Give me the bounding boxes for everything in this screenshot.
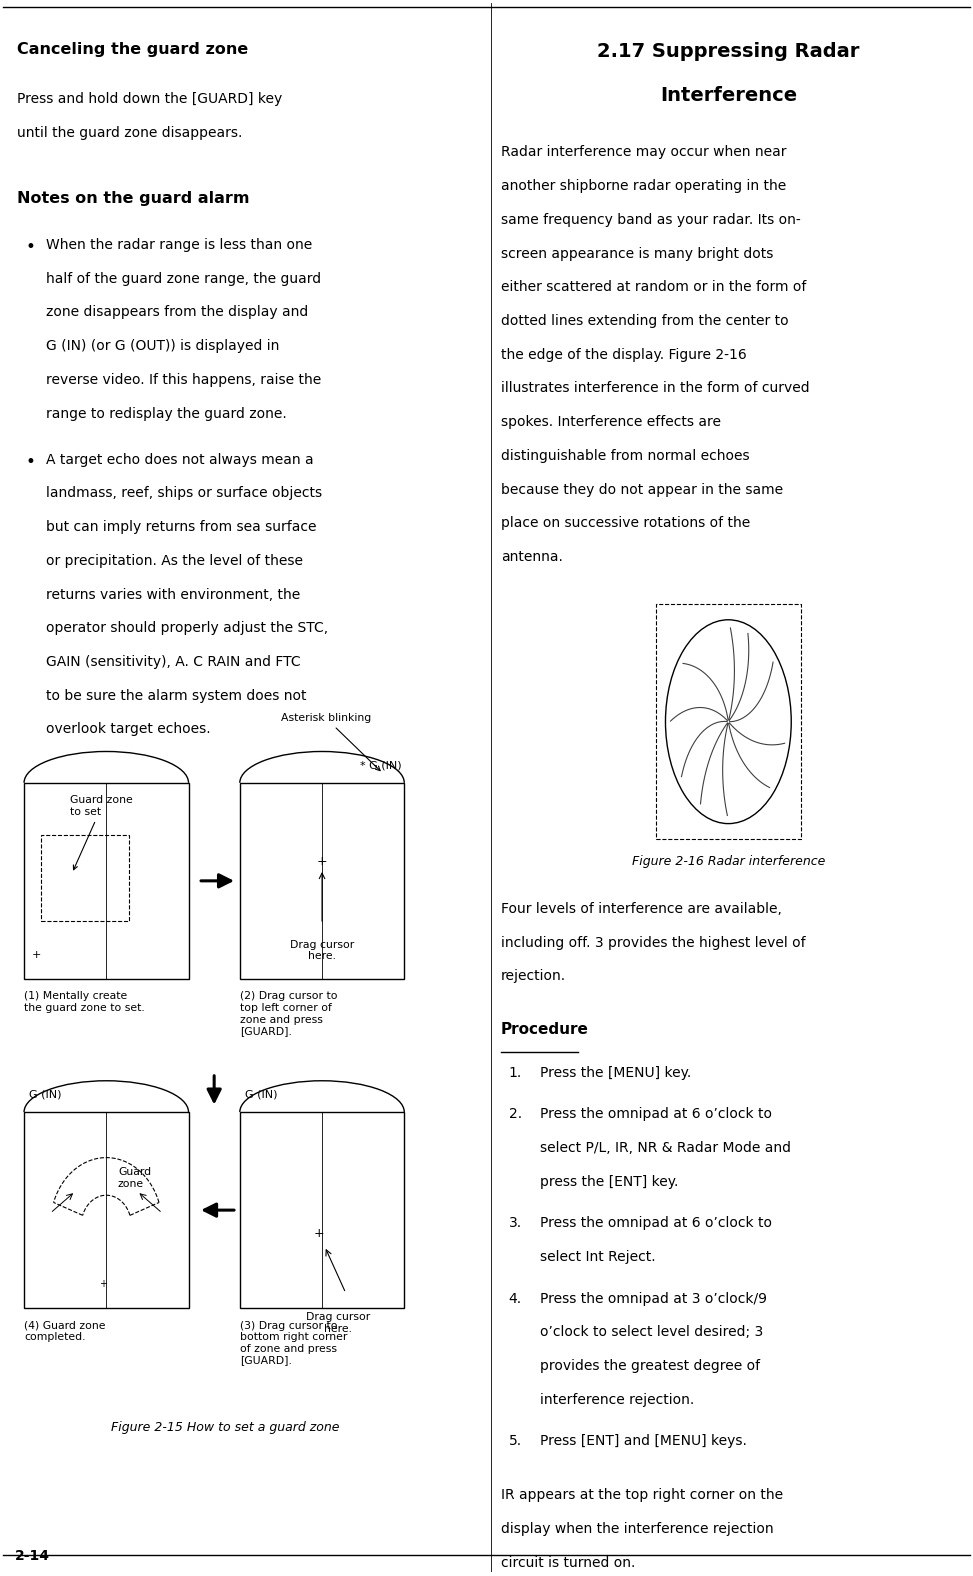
Text: place on successive rotations of the: place on successive rotations of the	[501, 517, 750, 530]
Text: 3.: 3.	[509, 1217, 522, 1231]
Text: half of the guard zone range, the guard: half of the guard zone range, the guard	[47, 271, 321, 285]
Text: same frequency band as your radar. Its on-: same frequency band as your radar. Its o…	[501, 213, 801, 227]
Text: +: +	[313, 1228, 324, 1240]
Bar	[24, 783, 189, 979]
Text: screen appearance is many bright dots: screen appearance is many bright dots	[501, 246, 774, 260]
Text: select Int Reject.: select Int Reject.	[540, 1250, 656, 1264]
Text: because they do not appear in the same: because they do not appear in the same	[501, 482, 783, 496]
Text: When the radar range is less than one: When the radar range is less than one	[47, 238, 312, 252]
Text: landmass, reef, ships or surface objects: landmass, reef, ships or surface objects	[47, 487, 322, 501]
Text: 1.: 1.	[509, 1065, 522, 1080]
Text: Drag cursor
here.: Drag cursor here.	[306, 1313, 370, 1333]
Text: Procedure: Procedure	[501, 1021, 589, 1037]
Text: (3) Drag cursor to
bottom right corner
of zone and press
[GUARD].: (3) Drag cursor to bottom right corner o…	[239, 1321, 347, 1365]
Bar	[24, 1113, 189, 1308]
Text: range to redisplay the guard zone.: range to redisplay the guard zone.	[47, 407, 287, 421]
Text: (4) Guard zone
completed.: (4) Guard zone completed.	[24, 1321, 105, 1343]
Text: 2.17 Suppressing Radar: 2.17 Suppressing Radar	[597, 43, 859, 61]
Text: 2-14: 2-14	[15, 1549, 50, 1563]
Text: press the [ENT] key.: press the [ENT] key.	[540, 1174, 678, 1188]
Text: Figure 2-15 How to set a guard zone: Figure 2-15 How to set a guard zone	[111, 1422, 340, 1434]
Text: +: +	[317, 854, 327, 868]
Text: the edge of the display. Figure 2-16: the edge of the display. Figure 2-16	[501, 348, 746, 362]
Text: Press [ENT] and [MENU] keys.: Press [ENT] and [MENU] keys.	[540, 1434, 746, 1448]
Text: GAIN (sensitivity), A. C RAIN and FTC: GAIN (sensitivity), A. C RAIN and FTC	[47, 656, 301, 670]
Text: 5.: 5.	[509, 1434, 522, 1448]
Text: A target echo does not always mean a: A target echo does not always mean a	[47, 452, 314, 466]
Text: •: •	[25, 238, 35, 255]
Text: Drag cursor
here.: Drag cursor here.	[290, 939, 354, 961]
Bar	[42, 835, 128, 920]
Text: including off. 3 provides the highest level of: including off. 3 provides the highest le…	[501, 936, 806, 950]
Text: operator should properly adjust the STC,: operator should properly adjust the STC,	[47, 621, 329, 635]
Text: spokes. Interference effects are: spokes. Interference effects are	[501, 414, 721, 429]
Bar	[239, 1113, 404, 1308]
Text: circuit is turned on.: circuit is turned on.	[501, 1556, 635, 1570]
Text: 2.: 2.	[509, 1108, 522, 1122]
Text: Four levels of interference are available,: Four levels of interference are availabl…	[501, 901, 782, 916]
Text: +: +	[32, 950, 41, 960]
Text: returns varies with environment, the: returns varies with environment, the	[47, 588, 301, 602]
Text: Press the omnipad at 3 o’clock/9: Press the omnipad at 3 o’clock/9	[540, 1292, 767, 1305]
Circle shape	[666, 619, 791, 824]
Text: distinguishable from normal echoes: distinguishable from normal echoes	[501, 449, 749, 463]
Text: zone disappears from the display and: zone disappears from the display and	[47, 306, 308, 320]
Text: Canceling the guard zone: Canceling the guard zone	[18, 43, 248, 57]
Text: (1) Mentally create
the guard zone to set.: (1) Mentally create the guard zone to se…	[24, 991, 145, 1013]
Text: overlook target echoes.: overlook target echoes.	[47, 722, 211, 736]
Text: until the guard zone disappears.: until the guard zone disappears.	[18, 126, 242, 140]
Text: •: •	[25, 452, 35, 471]
Text: * G (IN): * G (IN)	[360, 760, 402, 771]
Text: Press the omnipad at 6 o’clock to: Press the omnipad at 6 o’clock to	[540, 1217, 772, 1231]
Text: Interference: Interference	[660, 85, 797, 106]
Text: dotted lines extending from the center to: dotted lines extending from the center t…	[501, 314, 789, 328]
Text: +: +	[98, 1280, 107, 1289]
Text: G (IN) (or G (OUT)) is displayed in: G (IN) (or G (OUT)) is displayed in	[47, 339, 279, 353]
Text: Radar interference may occur when near: Radar interference may occur when near	[501, 145, 786, 159]
Text: Press the omnipad at 6 o’clock to: Press the omnipad at 6 o’clock to	[540, 1108, 772, 1122]
Text: rejection.: rejection.	[501, 969, 566, 983]
Text: select P/L, IR, NR & Radar Mode and: select P/L, IR, NR & Radar Mode and	[540, 1141, 791, 1155]
Text: Press the [MENU] key.: Press the [MENU] key.	[540, 1065, 691, 1080]
Bar	[239, 783, 404, 979]
Text: antenna.: antenna.	[501, 550, 563, 564]
Text: another shipborne radar operating in the: another shipborne radar operating in the	[501, 180, 786, 194]
Text: Figure 2-16 Radar interference: Figure 2-16 Radar interference	[631, 854, 825, 868]
Text: to be sure the alarm system does not: to be sure the alarm system does not	[47, 689, 306, 703]
Text: o’clock to select level desired; 3: o’clock to select level desired; 3	[540, 1325, 763, 1340]
Text: either scattered at random or in the form of: either scattered at random or in the for…	[501, 281, 807, 295]
Text: (2) Drag cursor to
top left corner of
zone and press
[GUARD].: (2) Drag cursor to top left corner of zo…	[239, 991, 338, 1035]
Text: display when the interference rejection: display when the interference rejection	[501, 1522, 774, 1537]
Text: provides the greatest degree of: provides the greatest degree of	[540, 1359, 760, 1373]
Text: G (IN): G (IN)	[29, 1089, 61, 1100]
Text: Notes on the guard alarm: Notes on the guard alarm	[18, 191, 250, 206]
Text: Asterisk blinking: Asterisk blinking	[281, 714, 380, 771]
Text: interference rejection.: interference rejection.	[540, 1393, 694, 1407]
Text: G (IN): G (IN)	[244, 1089, 277, 1100]
Text: or precipitation. As the level of these: or precipitation. As the level of these	[47, 553, 304, 567]
Text: Press and hold down the [GUARD] key: Press and hold down the [GUARD] key	[18, 91, 282, 106]
Text: illustrates interference in the form of curved: illustrates interference in the form of …	[501, 381, 810, 396]
Text: IR appears at the top right corner on the: IR appears at the top right corner on th…	[501, 1488, 783, 1502]
Text: 4.: 4.	[509, 1292, 522, 1305]
Text: Guard
zone: Guard zone	[118, 1166, 151, 1188]
Text: Guard zone
to set: Guard zone to set	[70, 796, 133, 870]
Text: reverse video. If this happens, raise the: reverse video. If this happens, raise th…	[47, 374, 321, 386]
Text: but can imply returns from sea surface: but can imply returns from sea surface	[47, 520, 317, 534]
